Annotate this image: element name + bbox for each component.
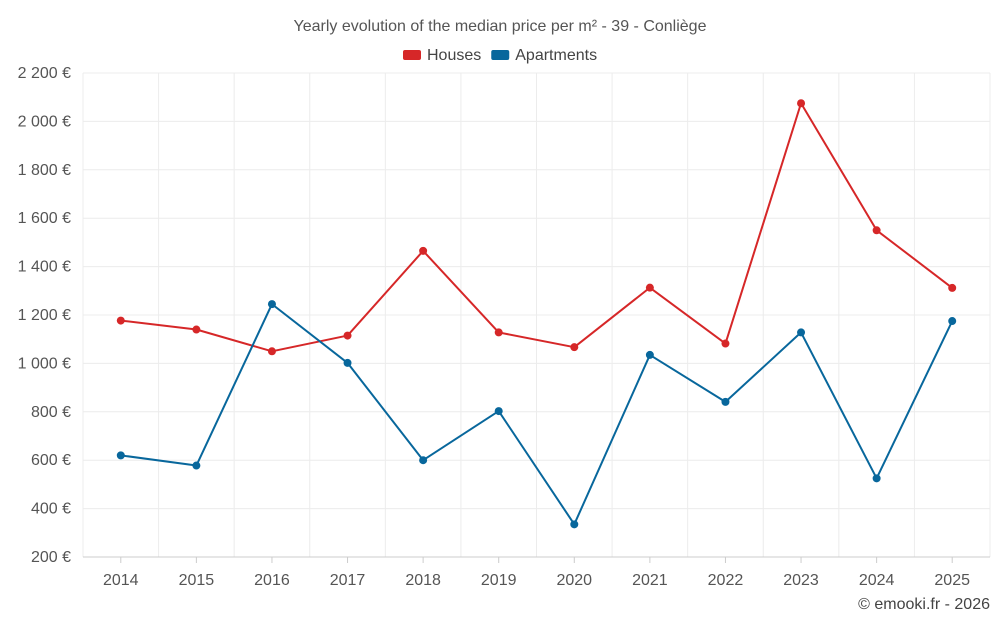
data-point-houses[interactable] [419, 246, 428, 255]
credit-text: © emooki.fr - 2026 [858, 596, 990, 613]
x-tick-label: 2015 [179, 572, 215, 589]
legend-swatch [403, 50, 421, 60]
x-tick-label: 2023 [783, 572, 819, 589]
data-point-apartments[interactable] [192, 461, 201, 470]
y-tick-label: 400 € [31, 501, 71, 518]
data-point-houses[interactable] [570, 343, 579, 352]
series-apartments [116, 300, 957, 529]
y-axis: 200 € 400 € 600 € 800 € 1 000 € 1 200 € 1 400 … [18, 65, 71, 566]
y-tick-label: 200 € [31, 549, 71, 566]
legend-label: Houses [427, 47, 481, 64]
data-point-apartments[interactable] [343, 358, 352, 367]
data-point-apartments[interactable] [570, 520, 579, 529]
x-tick-label: 2020 [556, 572, 592, 589]
y-tick-label: 1 000 € [18, 355, 71, 372]
y-tick-label: 600 € [31, 452, 71, 469]
x-tick-label: 2018 [405, 572, 441, 589]
data-point-houses[interactable] [645, 283, 654, 292]
x-tick-label: 2022 [708, 572, 744, 589]
series-line-apartments [120, 303, 954, 526]
legend-item-houses[interactable]: Houses [403, 47, 481, 64]
x-axis: 2014 2015 2016 2017 2018 2019 2020 2021 2022 2023… [83, 556, 990, 589]
data-point-apartments[interactable] [872, 474, 881, 483]
legend-label: Apartments [515, 47, 597, 64]
y-tick-label: 800 € [31, 404, 71, 421]
legend-item-apartments[interactable]: Apartments [491, 47, 597, 64]
data-point-apartments[interactable] [948, 317, 957, 326]
x-tick-label: 2025 [934, 572, 970, 589]
legend-swatch [491, 50, 510, 60]
data-point-houses[interactable] [116, 316, 125, 325]
y-tick-label: 2 200 € [18, 65, 71, 82]
data-point-apartments[interactable] [797, 328, 806, 337]
y-tick-label: 1 400 € [18, 259, 71, 276]
x-tick-label: 2014 [103, 572, 139, 589]
y-tick-label: 2 000 € [18, 113, 71, 130]
data-point-houses[interactable] [797, 99, 806, 108]
data-point-houses[interactable] [948, 283, 957, 292]
data-point-apartments[interactable] [116, 451, 125, 460]
data-point-apartments[interactable] [419, 456, 428, 465]
data-point-houses[interactable] [343, 331, 352, 340]
x-tick-label: 2021 [632, 572, 668, 589]
chart-title: Yearly evolution of the median price per… [294, 18, 707, 35]
x-tick-label: 2019 [481, 572, 517, 589]
x-tick-label: 2024 [859, 572, 895, 589]
data-point-houses[interactable] [721, 339, 730, 348]
series-houses [116, 99, 957, 356]
legend[interactable]: Houses Apartments [403, 47, 597, 64]
data-point-houses[interactable] [267, 347, 276, 356]
data-point-houses[interactable] [192, 325, 201, 334]
data-point-apartments[interactable] [494, 407, 503, 416]
data-point-houses[interactable] [494, 328, 503, 337]
y-tick-label: 1 200 € [18, 307, 71, 324]
series-line-houses [120, 102, 953, 353]
data-point-houses[interactable] [872, 226, 881, 235]
x-tick-label: 2016 [254, 572, 290, 589]
data-point-apartments[interactable] [721, 397, 730, 406]
data-point-apartments[interactable] [645, 350, 654, 359]
data-point-apartments[interactable] [267, 300, 276, 309]
gridlines [82, 72, 991, 558]
y-tick-label: 1 600 € [18, 210, 71, 227]
series-layer [116, 99, 957, 529]
x-tick-label: 2017 [330, 572, 366, 589]
y-tick-label: 1 800 € [18, 162, 71, 179]
